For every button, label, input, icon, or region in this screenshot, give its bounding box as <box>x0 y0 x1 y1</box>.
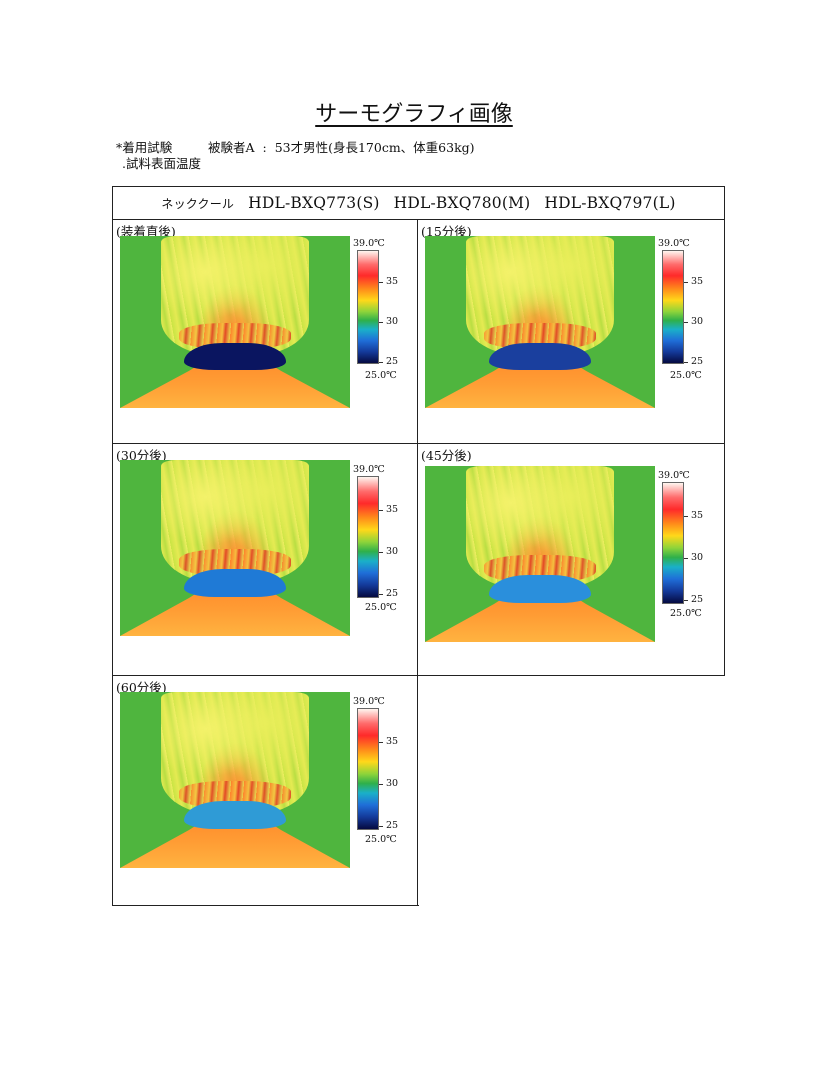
panel-label: (45分後) <box>421 448 472 463</box>
thermal-image <box>425 466 655 642</box>
panel-30min: (30分後) 39.0℃ 35 30 25 25.0℃ <box>113 444 418 676</box>
color-bar <box>357 250 379 364</box>
test-description: *着用試験 被験者A : 53才男性(身長170cm、体重63kg) .試料表面… <box>116 140 475 171</box>
panel-label: (60分後) <box>116 680 167 695</box>
thermography-table: ネッククール HDL-BXQ773(S) HDL-BXQ780(M) HDL-B… <box>112 186 725 906</box>
color-bar <box>357 708 379 830</box>
collar <box>184 342 286 371</box>
panel-15min: (15分後) 39.0℃ 35 30 25 25.0℃ <box>418 220 724 444</box>
temperature-scale: 39.0℃ 35 30 25 25.0℃ <box>353 464 399 613</box>
collar <box>489 342 591 371</box>
thermal-image <box>120 460 350 636</box>
page-title: サーモグラフィ画像 <box>315 102 513 127</box>
temperature-scale: 39.0℃ 35 30 25 25.0℃ <box>658 470 704 619</box>
color-bar <box>662 250 684 364</box>
color-bar <box>357 476 379 598</box>
thermal-image <box>120 692 350 868</box>
panel-60min: (60分後) 39.0℃ 35 30 25 25.0℃ <box>113 676 418 906</box>
panel-label: (装着直後) <box>116 224 176 239</box>
thermal-image <box>120 236 350 408</box>
collar <box>184 569 286 598</box>
temperature-scale: 39.0℃ 35 30 25 25.0℃ <box>353 696 399 845</box>
temperature-scale: 39.0℃ 35 30 25 25.0℃ <box>658 238 704 381</box>
temperature-scale: 39.0℃ 35 30 25 25.0℃ <box>353 238 399 381</box>
panel-45min: (45分後) 39.0℃ 35 30 25 25.0℃ <box>418 444 724 676</box>
collar <box>489 575 591 604</box>
panel-label: (15分後) <box>421 224 472 239</box>
thermal-image <box>425 236 655 408</box>
panel-just-after: (装着直後) 39.0℃ 35 30 25 25.0℃ <box>113 220 418 444</box>
color-bar <box>662 482 684 604</box>
collar <box>184 801 286 830</box>
panel-label: (30分後) <box>116 448 167 463</box>
product-header: ネッククール HDL-BXQ773(S) HDL-BXQ780(M) HDL-B… <box>113 187 724 220</box>
